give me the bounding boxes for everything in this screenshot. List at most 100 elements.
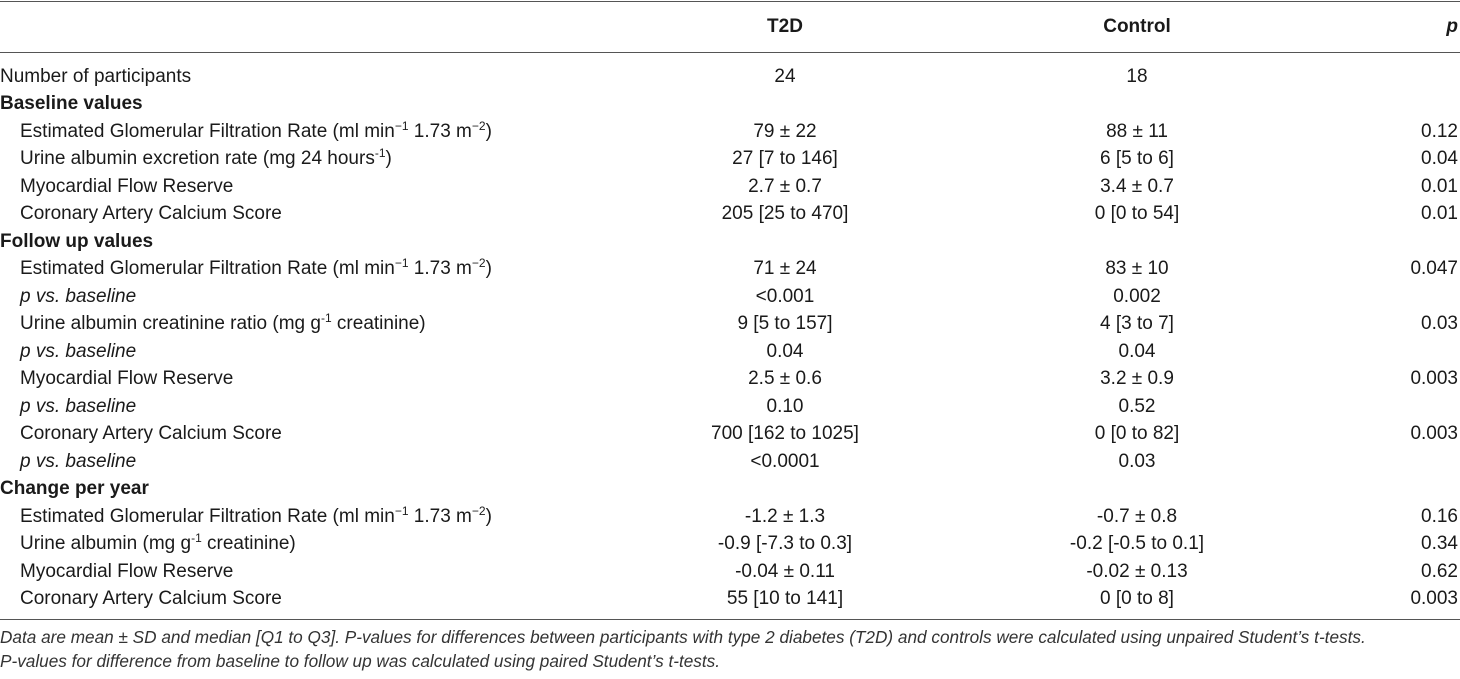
row-label-text: Myocardial Flow Reserve — [20, 175, 234, 197]
row-label: Urine albumin creatinine ratio (mg g-1 c… — [20, 310, 426, 337]
cell-control: -0.2 [-0.5 to 0.1] — [1069, 533, 1205, 554]
cell-t2d: -1.2 ± 1.3 — [744, 505, 826, 527]
cell-t2d: <0.001 — [755, 285, 815, 307]
cell-t2d: 27 [7 to 146] — [732, 148, 838, 169]
section-title: Change per year — [0, 478, 149, 499]
cell-control: 83 ± 10 — [1105, 258, 1169, 279]
section-header: Baseline values — [0, 90, 1460, 117]
cell-p: 0.04 — [1421, 148, 1458, 169]
unit-exponent: −2 — [471, 503, 486, 518]
cell-control: -0.7 ± 0.8 — [1096, 505, 1178, 527]
table-row: Estimated Glomerular Filtration Rate (ml… — [0, 503, 1460, 530]
table-row: Estimated Glomerular Filtration Rate (ml… — [0, 118, 1460, 145]
row-label-text: Urine albumin excretion rate (mg 24 hour… — [20, 148, 375, 169]
cell-p: 0.03 — [1421, 313, 1458, 334]
cell-control: 6 [5 to 6] — [1100, 148, 1174, 169]
cell-p: 0.01 — [1421, 175, 1458, 197]
row-label-part: ) — [485, 120, 492, 142]
row-label: Coronary Artery Calcium Score — [20, 585, 282, 612]
cell-p: 0.12 — [1421, 120, 1458, 142]
cell-control: 3.4 ± 0.7 — [1100, 175, 1174, 197]
table-row: p vs. baseline 0.04 0.04 — [0, 338, 1460, 365]
row-label: Urine albumin (mg g-1 creatinine) — [20, 530, 296, 557]
row-label: Coronary Artery Calcium Score — [20, 420, 282, 447]
row-label: Coronary Artery Calcium Score — [20, 200, 282, 227]
unit-exponent: −1 — [394, 256, 409, 270]
unit-exponent: -1 — [320, 311, 332, 325]
table-row: p vs. baseline <0.001 0.002 — [0, 283, 1460, 310]
row-label: Estimated Glomerular Filtration Rate (ml… — [20, 503, 492, 530]
participants-row: Number of participants 24 18 — [0, 63, 1460, 90]
cell-control: 88 ± 11 — [1106, 120, 1168, 142]
row-label-text: Coronary Artery Calcium Score — [20, 423, 282, 444]
participants-control: 18 — [1126, 66, 1148, 87]
cell-control: 0 [0 to 54] — [1094, 203, 1180, 224]
cell-t2d: 2.7 ± 0.7 — [748, 175, 822, 197]
cell-p: 0.62 — [1421, 560, 1458, 582]
row-label-text: Coronary Artery Calcium Score — [20, 588, 282, 609]
cell-control: 0 [0 to 82] — [1094, 423, 1180, 444]
table-row: Urine albumin (mg g-1 creatinine) -0.9 [-… — [0, 530, 1460, 557]
cell-control: 0.002 — [1113, 285, 1161, 307]
cell-t2d: 700 [162 to 1025] — [711, 423, 859, 444]
table-row: p vs. baseline 0.10 0.52 — [0, 393, 1460, 420]
table-row: Myocardial Flow Reserve 2.7 ± 0.7 3.4 ± 0.… — [0, 173, 1460, 200]
row-label-text: p vs. baseline — [20, 285, 137, 307]
row-label-text: Urine albumin creatinine ratio (mg g — [20, 313, 321, 334]
row-label-part: creatinine) — [331, 313, 426, 334]
row-label: p vs. baseline — [20, 448, 136, 475]
cell-t2d: 79 ± 22 — [753, 120, 817, 142]
cell-t2d: 71 ± 24 — [753, 258, 817, 279]
footnote-line-2: P-values for difference from baseline to… — [0, 651, 721, 671]
row-label-text: Myocardial Flow Reserve — [20, 560, 234, 582]
cell-control: 0.52 — [1118, 395, 1156, 417]
section-title: Baseline values — [0, 93, 143, 114]
header-rule — [0, 52, 1460, 53]
row-label-text: p vs. baseline — [20, 340, 137, 362]
cell-p: 0.01 — [1421, 203, 1458, 224]
cell-t2d: 0.10 — [766, 395, 804, 417]
cell-t2d: -0.9 [-7.3 to 0.3] — [717, 533, 853, 554]
row-label-text: Estimated Glomerular Filtration Rate (ml… — [20, 120, 395, 142]
row-label: Myocardial Flow Reserve — [20, 365, 233, 392]
cell-p: 0.34 — [1421, 533, 1458, 554]
row-label-text: p vs. baseline — [20, 450, 137, 472]
section-title: Follow up values — [0, 230, 154, 252]
row-label-part: creatinine) — [201, 533, 296, 554]
table-row: Coronary Artery Calcium Score 55 [10 to 1… — [0, 585, 1460, 612]
unit-exponent: −1 — [394, 503, 409, 518]
unit-exponent: −2 — [471, 118, 486, 133]
table-row: Urine albumin creatinine ratio (mg g-1 c… — [0, 310, 1460, 337]
cell-t2d: 2.5 ± 0.6 — [748, 368, 822, 389]
header-control: Control — [1103, 16, 1171, 37]
table-row: Urine albumin excretion rate (mg 24 hour… — [0, 145, 1460, 172]
unit-exponent: −2 — [471, 256, 486, 270]
cell-t2d: 0.04 — [766, 340, 804, 362]
row-label-part: 1.73 m — [408, 258, 472, 279]
row-label-text: Coronary Artery Calcium Score — [20, 203, 282, 224]
row-label-text: Estimated Glomerular Filtration Rate (ml… — [20, 505, 395, 527]
cell-p: 0.003 — [1410, 423, 1458, 444]
unit-exponent: -1 — [191, 531, 202, 545]
participants-t2d: 24 — [774, 66, 796, 87]
row-label: p vs. baseline — [20, 283, 136, 310]
table-row: Myocardial Flow Reserve -0.04 ± 0.11 -0.02… — [0, 558, 1460, 585]
table-row: Myocardial Flow Reserve 2.5 ± 0.6 3.2 ± 0.… — [0, 365, 1460, 392]
header-p: p — [1446, 16, 1458, 37]
row-label-text: p vs. baseline — [20, 395, 137, 417]
cell-control: -0.02 ± 0.13 — [1086, 560, 1188, 582]
row-label: p vs. baseline — [20, 338, 136, 365]
row-label: Myocardial Flow Reserve — [20, 173, 233, 200]
top-rule — [0, 1, 1460, 2]
unit-exponent: -1 — [374, 146, 386, 160]
cell-control: 0.04 — [1118, 340, 1156, 362]
cell-control: 0 [0 to 8] — [1100, 588, 1174, 609]
cell-t2d: 9 [5 to 157] — [737, 313, 833, 334]
cell-p: 0.16 — [1421, 505, 1458, 527]
header-t2d: T2D — [767, 16, 803, 37]
row-label-text: Urine albumin (mg g — [20, 533, 192, 554]
table-row: Estimated Glomerular Filtration Rate (ml… — [0, 255, 1460, 282]
row-label-text: Myocardial Flow Reserve — [20, 368, 234, 389]
cell-t2d: <0.0001 — [750, 450, 820, 472]
row-label-part: ) — [485, 505, 492, 527]
